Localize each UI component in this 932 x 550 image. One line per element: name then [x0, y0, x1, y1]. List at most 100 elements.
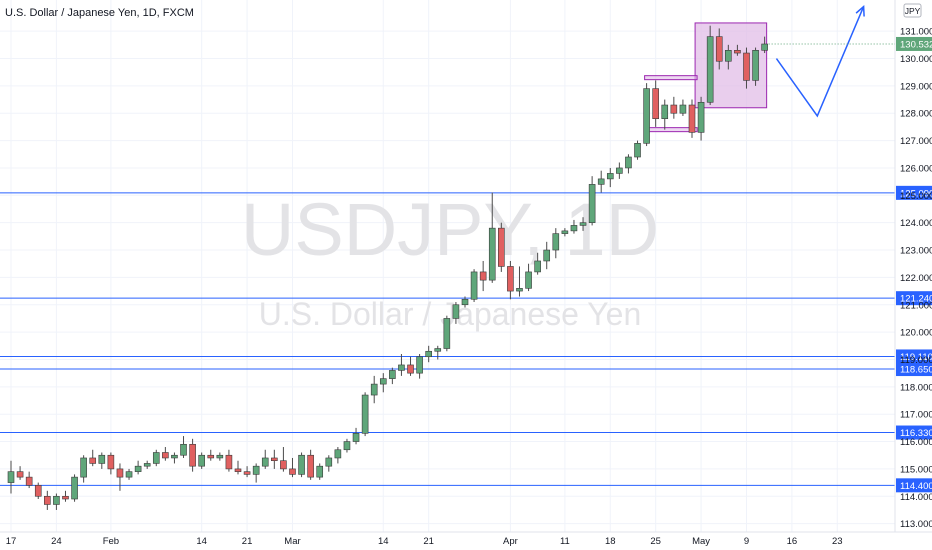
time-tick-label: 14 — [378, 536, 389, 547]
candle-up — [543, 249, 551, 262]
candlestick-series — [7, 25, 768, 510]
time-tick-label: Mar — [284, 536, 300, 547]
candle-down — [507, 266, 514, 292]
candle-up — [634, 143, 641, 158]
candle-up — [488, 227, 496, 281]
candle-down — [34, 485, 42, 497]
candle-up — [343, 441, 351, 451]
candle-down — [189, 443, 196, 467]
projection-path — [775, 6, 865, 118]
candle-up — [125, 471, 133, 478]
candle-up — [606, 173, 614, 180]
current-price-label: 130.532 — [900, 39, 932, 50]
price-tick-label: 113.000 — [900, 519, 932, 530]
candle-up — [643, 88, 650, 144]
price-tick-label: 130.000 — [900, 54, 932, 65]
candle-up — [679, 104, 687, 114]
candle-up — [71, 476, 78, 500]
candle-up — [352, 433, 360, 442]
candle-up — [152, 452, 160, 464]
currency-badge[interactable]: JPY — [903, 3, 922, 18]
candle-up — [434, 348, 442, 352]
watermark-symbol: USDJPY, 1D — [241, 188, 659, 271]
time-tick-label: 21 — [423, 536, 434, 547]
candle-up — [597, 178, 605, 185]
price-tick-label: 124.000 — [900, 218, 932, 229]
candle-up — [134, 465, 142, 472]
candle-up — [752, 50, 759, 81]
candle-up — [53, 495, 60, 505]
candle-down — [243, 471, 251, 475]
candle-down — [743, 52, 750, 81]
price-tick-label: 119.000 — [900, 355, 932, 366]
time-tick-label: 17 — [6, 536, 17, 547]
candle-up — [625, 156, 632, 169]
candle-down — [280, 460, 287, 470]
candle-up — [370, 383, 378, 396]
price-tick-label: 128.000 — [900, 109, 932, 120]
candle-up — [461, 298, 469, 306]
price-scale[interactable]: 113.000 114.000 115.000 116.000 117.000 118.0… — [768, 0, 932, 532]
price-tick-label: 131.000 — [900, 27, 932, 38]
candle-down — [62, 495, 69, 500]
price-tick-label: 115.000 — [900, 464, 932, 475]
candle-up — [198, 454, 205, 467]
candle-down — [107, 454, 115, 470]
candle-down — [234, 468, 242, 472]
candle-up — [616, 167, 623, 174]
candle-up — [579, 222, 587, 226]
level-price-label: 119.110 — [900, 352, 932, 363]
candle-up — [143, 463, 151, 467]
candle-down — [670, 104, 678, 114]
candle-up — [697, 101, 705, 133]
level-price-badge — [896, 291, 932, 306]
candle-up — [334, 449, 342, 459]
candle-down — [407, 364, 414, 374]
candle-up — [325, 457, 333, 467]
horizontal-levels[interactable]: 125.090 121.240 119.110 118.650 116.330 114.4… — [0, 185, 932, 493]
time-tick-label: 21 — [242, 536, 253, 547]
time-tick-label: 25 — [650, 536, 661, 547]
candle-down — [688, 104, 696, 133]
projection-arrowhead — [855, 4, 865, 17]
candle-up — [570, 225, 578, 232]
candle-down — [307, 454, 314, 478]
price-tick-label: 116.000 — [900, 437, 932, 448]
candle-down — [271, 457, 278, 462]
candle-up — [298, 454, 305, 475]
candle-up — [425, 350, 432, 358]
price-tick-label: 118.000 — [900, 382, 932, 393]
candle-up — [171, 454, 178, 459]
candle-down — [652, 88, 659, 120]
candle-down — [44, 495, 51, 505]
symbol-watermark: USDJPY, 1D U.S. Dollar / Japanese Yen — [241, 188, 659, 332]
price-tick-label: 114.000 — [900, 492, 932, 503]
candle-down — [498, 227, 505, 267]
time-tick-label: 14 — [196, 536, 207, 547]
candle-up — [534, 260, 541, 273]
candle-up — [7, 471, 15, 483]
candle-down — [479, 271, 487, 281]
candle-up — [80, 457, 87, 478]
price-tick-label: 125.000 — [900, 191, 932, 202]
candle-up — [706, 36, 714, 103]
candle-up — [316, 465, 324, 478]
candle-up — [443, 318, 451, 349]
level-price-badge — [896, 349, 932, 364]
price-tick-label: 120.000 — [900, 328, 932, 339]
level-price-label: 114.400 — [900, 481, 932, 492]
candle-up — [389, 370, 396, 379]
candle-down — [162, 452, 169, 459]
current-price-badge — [896, 36, 932, 51]
time-scale[interactable]: 17 24 Feb 14 21 Mar 14 21 Apr 11 18 25 May 9 16 23 — [0, 531, 932, 547]
candle-up — [180, 443, 187, 456]
candle-down — [715, 36, 723, 62]
price-tick-label: 127.000 — [900, 136, 932, 147]
candle-down — [116, 468, 124, 478]
price-tick-label: 123.000 — [900, 246, 932, 257]
candle-up — [761, 43, 768, 51]
candle-up — [98, 454, 106, 464]
projection-arrow[interactable] — [775, 4, 865, 118]
chart-title: U.S. Dollar / Japanese Yen, 1D, FXCM — [5, 7, 194, 19]
